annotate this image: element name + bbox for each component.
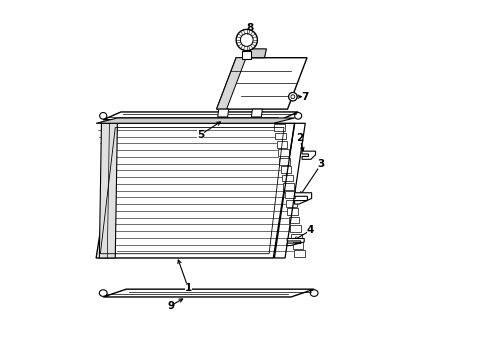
Circle shape bbox=[236, 30, 257, 51]
Polygon shape bbox=[103, 112, 298, 120]
Polygon shape bbox=[249, 49, 267, 58]
Polygon shape bbox=[274, 124, 285, 131]
Polygon shape bbox=[275, 132, 286, 139]
Circle shape bbox=[289, 93, 297, 101]
Text: 6: 6 bbox=[286, 86, 293, 96]
Polygon shape bbox=[294, 193, 312, 204]
Text: 3: 3 bbox=[318, 159, 325, 169]
Polygon shape bbox=[293, 242, 303, 249]
Polygon shape bbox=[242, 51, 251, 59]
Polygon shape bbox=[96, 118, 294, 123]
Polygon shape bbox=[217, 58, 246, 109]
Text: 8: 8 bbox=[246, 23, 254, 33]
Polygon shape bbox=[281, 166, 291, 173]
Polygon shape bbox=[279, 158, 290, 165]
Text: 9: 9 bbox=[167, 301, 174, 311]
Text: 2: 2 bbox=[296, 133, 304, 143]
Polygon shape bbox=[289, 217, 299, 224]
Polygon shape bbox=[103, 289, 314, 297]
Polygon shape bbox=[278, 149, 289, 156]
Polygon shape bbox=[277, 141, 287, 148]
Polygon shape bbox=[291, 234, 302, 240]
Polygon shape bbox=[99, 123, 118, 258]
Polygon shape bbox=[294, 251, 305, 257]
Text: 5: 5 bbox=[197, 130, 204, 140]
Polygon shape bbox=[285, 192, 295, 198]
Circle shape bbox=[241, 33, 253, 46]
Text: 1: 1 bbox=[185, 283, 192, 293]
Text: 7: 7 bbox=[301, 92, 309, 102]
Polygon shape bbox=[217, 58, 307, 109]
Polygon shape bbox=[218, 109, 229, 117]
Polygon shape bbox=[287, 238, 304, 246]
Polygon shape bbox=[96, 123, 294, 258]
Polygon shape bbox=[290, 225, 300, 232]
Polygon shape bbox=[283, 183, 294, 190]
Polygon shape bbox=[287, 208, 298, 215]
Text: 4: 4 bbox=[307, 225, 314, 235]
Polygon shape bbox=[282, 175, 293, 181]
Polygon shape bbox=[302, 151, 316, 159]
Circle shape bbox=[291, 95, 295, 99]
Polygon shape bbox=[251, 109, 262, 117]
Polygon shape bbox=[286, 200, 296, 207]
